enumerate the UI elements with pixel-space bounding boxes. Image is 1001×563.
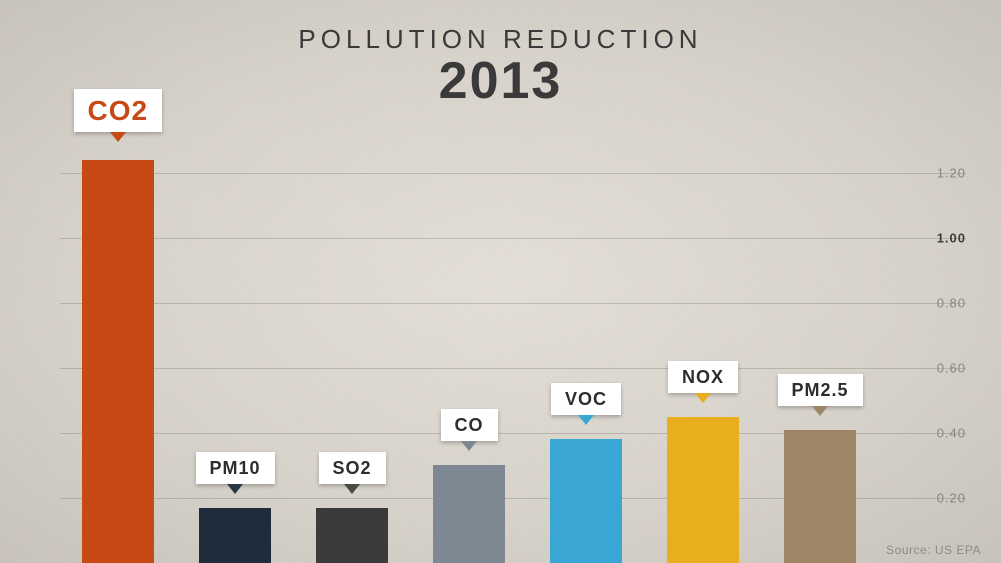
gridline	[60, 368, 966, 369]
gridline	[60, 238, 966, 239]
plot-area: 0.200.400.600.801.001.20CO2PM10SO2COVOCN…	[60, 140, 916, 563]
bar-co	[433, 465, 505, 563]
source-text: Source: US EPA	[886, 543, 981, 557]
bar-label-voc: VOC	[551, 383, 621, 415]
bar-label-co2: CO2	[74, 89, 163, 132]
label-pointer-icon	[344, 484, 360, 494]
label-pointer-icon	[812, 406, 828, 416]
bar-nox	[667, 417, 739, 563]
label-pointer-icon	[695, 393, 711, 403]
y-tick-label: 1.00	[922, 230, 966, 245]
bar-label-nox: NOX	[668, 361, 738, 393]
bar-pm10	[199, 508, 271, 563]
y-tick-label: 0.40	[922, 425, 966, 440]
bar-pm2-5	[784, 430, 856, 563]
gridline	[60, 173, 966, 174]
bar-label-so2: SO2	[319, 452, 386, 484]
bar-label-pm10: PM10	[196, 452, 275, 484]
label-pointer-icon	[461, 441, 477, 451]
y-tick-label: 1.20	[922, 165, 966, 180]
label-pointer-icon	[110, 132, 126, 142]
y-tick-label: 0.60	[922, 360, 966, 375]
bar-label-co: CO	[441, 409, 498, 441]
label-pointer-icon	[578, 415, 594, 425]
bar-label-pm2-5: PM2.5	[778, 374, 863, 406]
bar-so2	[316, 508, 388, 563]
y-tick-label: 0.80	[922, 295, 966, 310]
gridline	[60, 303, 966, 304]
bar-chart: 0.200.400.600.801.001.20CO2PM10SO2COVOCN…	[60, 140, 916, 563]
bar-voc	[550, 439, 622, 563]
chart-canvas: POLLUTION REDUCTION 2013 0.200.400.600.8…	[0, 0, 1001, 563]
bar-co2	[82, 160, 154, 563]
y-tick-label: 0.20	[922, 490, 966, 505]
label-pointer-icon	[227, 484, 243, 494]
